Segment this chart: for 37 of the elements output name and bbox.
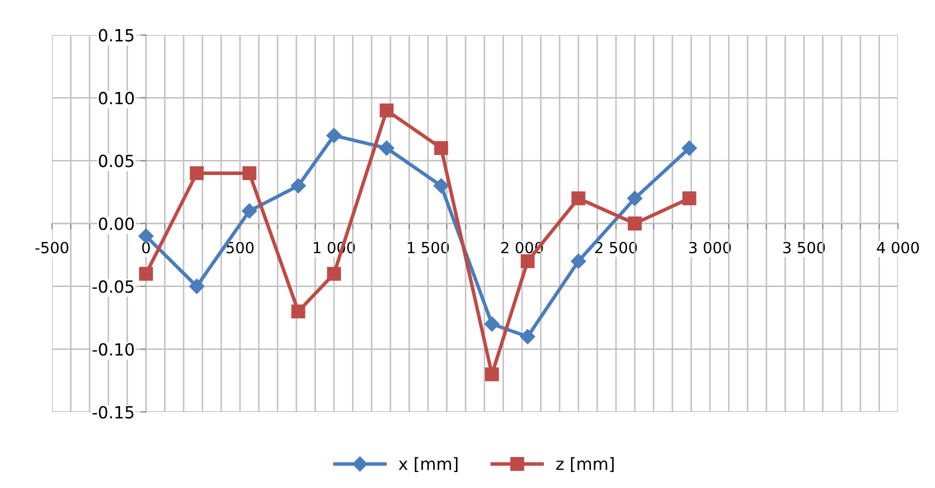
y-tick-label: -0.10 (92, 343, 134, 356)
point (327, 266, 341, 281)
x-tick-label: 3 000 (689, 242, 731, 254)
y-tick-label: 0.10 (98, 92, 134, 104)
point (379, 140, 394, 156)
point (190, 166, 204, 180)
point (242, 166, 256, 180)
y-tick-label: 0.00 (98, 217, 134, 230)
point (682, 191, 696, 206)
point (291, 304, 306, 318)
point (571, 191, 586, 206)
y-tick-label: -0.05 (92, 280, 134, 293)
point (682, 140, 697, 156)
y-tick-label: 0.15 (98, 28, 134, 42)
point (627, 190, 642, 206)
point (242, 203, 257, 219)
point (290, 178, 306, 194)
x-tick-label: 4 000 (876, 242, 919, 254)
x-tick-label: -500 (35, 242, 68, 254)
point (189, 278, 204, 294)
point (434, 178, 449, 194)
point (326, 128, 342, 144)
point (380, 103, 394, 118)
point (484, 367, 499, 382)
point (434, 141, 448, 156)
x-tick-label: 500 (226, 242, 254, 254)
point (520, 254, 535, 268)
point (570, 254, 586, 269)
y-tick-label: 0.05 (98, 154, 134, 168)
legend-label: z [mm] (556, 457, 614, 472)
y-tick-label: -0.15 (92, 406, 134, 419)
point (138, 228, 154, 244)
point (484, 316, 500, 332)
point (520, 329, 536, 344)
legend-label: x [mm] (398, 457, 458, 472)
point (139, 266, 153, 281)
point (628, 216, 642, 230)
